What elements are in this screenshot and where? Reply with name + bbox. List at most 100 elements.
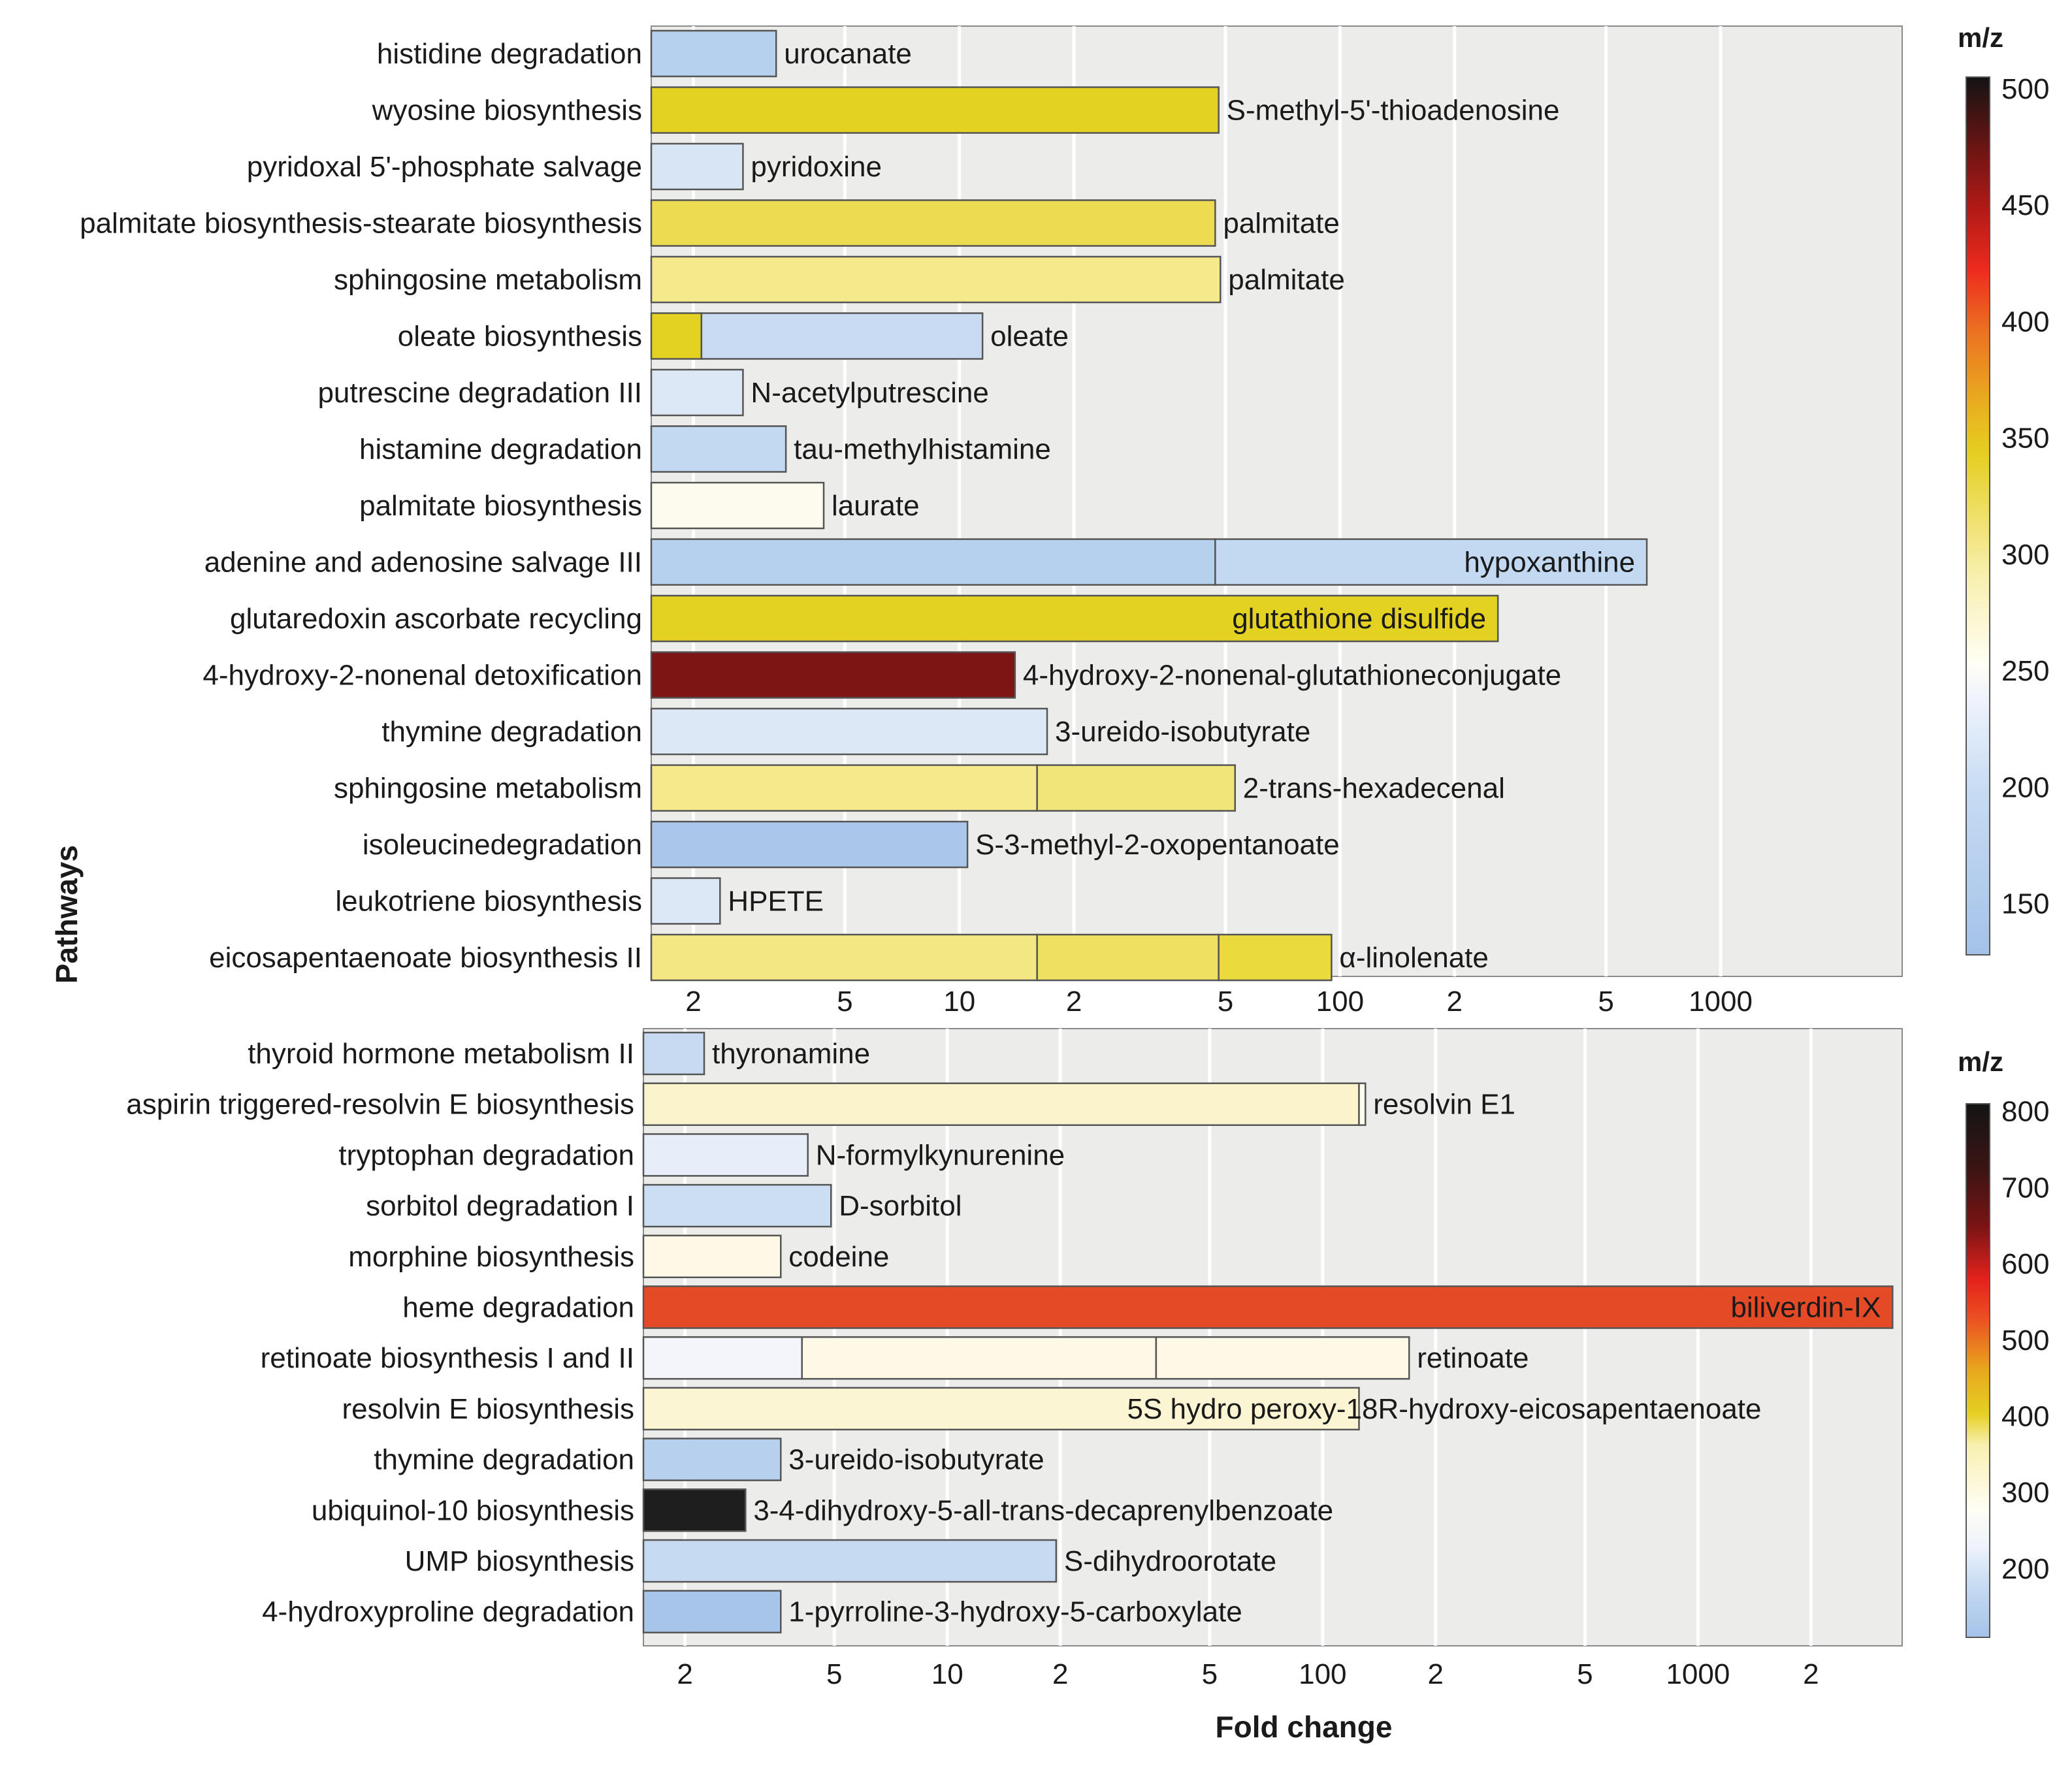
category-label: adenine and adenosine salvage III bbox=[204, 547, 642, 579]
bar-segment bbox=[650, 820, 969, 869]
category-label: sphingosine metabolism bbox=[334, 773, 642, 805]
colorbar-tick-label: 800 bbox=[2001, 1096, 2049, 1128]
colorbar-tick-label: 200 bbox=[2001, 1553, 2049, 1585]
bar-row-eicosapentaenoate-biosynthesis-ii: eicosapentaenoate biosynthesis II α-linol… bbox=[209, 933, 1489, 982]
bar-value-label: 3-ureido-isobutyrate bbox=[1055, 716, 1310, 748]
x-tick-label: 1000 bbox=[1689, 986, 1753, 1018]
bar-row-putrescine-degradation-iii: putrescine degradation III N-acetylputres… bbox=[317, 368, 989, 417]
bar-value-label: hypoxanthine bbox=[1464, 547, 1635, 579]
bar-segment bbox=[650, 86, 1220, 134]
bar-value-label: palmitate bbox=[1228, 264, 1345, 296]
x-tick-label: 5 bbox=[1202, 1658, 1218, 1690]
x-tick-label: 1000 bbox=[1666, 1658, 1730, 1690]
bar-value-label: oleate bbox=[990, 321, 1069, 353]
x-axis-title: Fold change bbox=[1216, 1710, 1393, 1744]
bar-value-label: thyronamine bbox=[712, 1038, 870, 1070]
x-tick-label: 100 bbox=[1316, 986, 1364, 1018]
bar-segment bbox=[642, 1437, 782, 1481]
bar-value-label: S-methyl-5'-thioadenosine bbox=[1227, 95, 1560, 127]
x-tick-label: 5 bbox=[1598, 986, 1613, 1018]
category-label: wyosine biosynthesis bbox=[372, 95, 642, 127]
bar-row-leukotriene-biosynthesis: leukotriene biosynthesis HPETE bbox=[335, 877, 824, 925]
bar-segment bbox=[650, 199, 1216, 247]
category-label: putrescine degradation III bbox=[317, 377, 642, 409]
bar-segment bbox=[642, 1234, 782, 1279]
category-label: leukotriene biosynthesis bbox=[335, 886, 642, 918]
colorbar-bottom-title: m/z bbox=[1958, 1046, 2003, 1077]
bar-value-label: N-formylkynurenine bbox=[816, 1139, 1065, 1171]
x-tick-label: 5 bbox=[1218, 986, 1233, 1018]
category-label: isoleucinedegradation bbox=[363, 829, 642, 861]
bar-value-label: tau-methylhistamine bbox=[794, 434, 1051, 466]
bar-row-histamine-degradation: histamine degradation tau-methylhistamine bbox=[359, 425, 1051, 473]
colorbar-top: 150 200 250 300 350 400 450 500 bbox=[1966, 73, 2049, 955]
category-label: thyroid hormone metabolism II bbox=[248, 1038, 634, 1070]
bar-row-sorbitol-degradation-i: sorbitol degradation I D-sorbitol bbox=[366, 1183, 962, 1228]
bar-value-label: HPETE bbox=[728, 886, 824, 918]
bar-row-thyroid-hormone-metabolism-ii: thyroid hormone metabolism II thyronamine bbox=[248, 1031, 870, 1076]
colorbar-tick-label: 300 bbox=[2001, 539, 2049, 571]
bar-value-label: S-3-methyl-2-oxopentanoate bbox=[975, 829, 1340, 861]
bar-row-thymine-degradation: thymine degradation 3-ureido-isobutyrate bbox=[374, 1437, 1044, 1481]
bar-segment bbox=[1214, 538, 1648, 586]
bar-segment bbox=[1155, 1336, 1410, 1380]
category-label: aspirin triggered-resolvin E biosynthesi… bbox=[126, 1089, 634, 1121]
bar-value-label: urocanate bbox=[784, 38, 912, 70]
x-tick-label: 2 bbox=[1052, 1658, 1068, 1690]
colorbar-tick-label: 450 bbox=[2001, 189, 2049, 221]
bar-segment bbox=[650, 142, 744, 191]
bar-segment bbox=[642, 1031, 705, 1076]
bar-segment bbox=[650, 368, 744, 417]
colorbar-tick-label: 400 bbox=[2001, 1401, 2049, 1433]
bar-row-glutaredoxin-ascorbate-recycling: glutaredoxin ascorbate recycling glutathi… bbox=[230, 594, 1499, 643]
colorbar-bottom: 200 300 400 500 600 700 800 bbox=[1966, 1096, 2049, 1638]
bar-row-resolvin-e-biosynthesis: resolvin E biosynthesis 5S hydro peroxy-1… bbox=[342, 1387, 1762, 1431]
x-tick-label: 2 bbox=[1803, 1658, 1819, 1690]
category-label: glutaredoxin ascorbate recycling bbox=[230, 603, 642, 635]
x-tick-label: 5 bbox=[826, 1658, 842, 1690]
bar-segment bbox=[700, 312, 984, 360]
category-label: UMP biosynthesis bbox=[405, 1545, 634, 1577]
colorbar-tick-label: 200 bbox=[2001, 771, 2049, 803]
bar-segment bbox=[642, 1082, 1360, 1126]
x-tick-label: 2 bbox=[677, 1658, 692, 1690]
bar-segment bbox=[650, 594, 1499, 643]
bar-row-wyosine-biosynthesis: wyosine biosynthesis S-methyl-5'-thioaden… bbox=[372, 86, 1560, 134]
category-label: palmitate biosynthesis bbox=[359, 490, 642, 522]
bar-segment bbox=[1358, 1082, 1367, 1126]
bar-row-palmitate-biosynthesis: palmitate biosynthesis laurate bbox=[359, 481, 920, 530]
x-axis-ticks: 2 5 10 2 5 100 2 5 1000 2 bbox=[677, 1658, 1819, 1690]
bar-row-sphingosine-metabolism: sphingosine metabolism 2-trans-hexadecena… bbox=[334, 764, 1505, 812]
x-tick-label: 5 bbox=[1577, 1658, 1593, 1690]
colorbar-top-title: m/z bbox=[1958, 22, 2003, 53]
category-label: palmitate biosynthesis-stearate biosynth… bbox=[80, 208, 642, 240]
bar-segment bbox=[650, 29, 777, 78]
category-label: sorbitol degradation I bbox=[366, 1190, 634, 1222]
bar-row-thymine-degradation: thymine degradation 3-ureido-isobutyrate bbox=[381, 707, 1310, 756]
bar-segment bbox=[642, 1285, 1894, 1329]
x-tick-label: 100 bbox=[1299, 1658, 1346, 1690]
bar-row-retinoate-biosynthesis-i-and-ii: retinoate biosynthesis I and II retinoate bbox=[261, 1336, 1529, 1380]
colorbar-tick-label: 250 bbox=[2001, 655, 2049, 687]
category-label: thymine degradation bbox=[381, 716, 642, 748]
bar-row-4-hydroxy-2-nonenal-detoxification: 4-hydroxy-2-nonenal detoxification 4-hydr… bbox=[202, 651, 1561, 699]
category-label: retinoate biosynthesis I and II bbox=[261, 1342, 634, 1374]
y-axis-title: Pathways bbox=[50, 845, 84, 984]
colorbar-tick-label: 150 bbox=[2001, 888, 2049, 920]
bar-value-label: 3-ureido-isobutyrate bbox=[788, 1444, 1044, 1476]
bar-value-label: 3-4-dihydroxy-5-all-trans-decaprenylbenz… bbox=[753, 1494, 1333, 1526]
bar-value-label: N-acetylputrescine bbox=[751, 377, 988, 409]
bar-segment bbox=[650, 877, 721, 925]
x-tick-label: 5 bbox=[837, 986, 852, 1018]
colorbar-tick-label: 700 bbox=[2001, 1172, 2049, 1204]
x-tick-label: 10 bbox=[943, 986, 975, 1018]
x-axis-ticks: 2 5 10 2 5 100 2 5 1000 bbox=[685, 986, 1753, 1018]
bar-row-isoleucinedegradation: isoleucinedegradation S-3-methyl-2-oxopen… bbox=[363, 820, 1340, 869]
bar-row-pyridoxal-5-phosphate-salvage: pyridoxal 5'-phosphate salvage pyridoxine bbox=[247, 142, 882, 191]
bar-value-label: retinoate bbox=[1417, 1342, 1529, 1374]
bar-segment bbox=[1218, 933, 1333, 982]
x-tick-label: 2 bbox=[1428, 1658, 1444, 1690]
bar-segment bbox=[642, 1488, 747, 1532]
colorbar-gradient bbox=[1966, 76, 1990, 955]
